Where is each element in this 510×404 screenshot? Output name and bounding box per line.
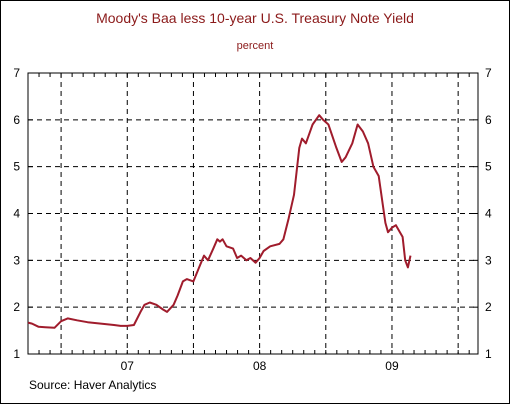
y-tick-label-left: 4 [13, 207, 20, 221]
x-tick-label: 08 [253, 359, 267, 373]
source-note: Source: Haver Analytics [29, 378, 157, 392]
y-tick-label-left: 6 [13, 113, 20, 127]
y-tick-label-right: 6 [485, 113, 492, 127]
y-tick-label-left: 5 [13, 160, 20, 174]
y-tick-label-right: 7 [485, 66, 492, 80]
y-tick-label-right: 2 [485, 300, 492, 314]
y-tick-label-left: 1 [13, 347, 20, 361]
y-tick-label-left: 3 [13, 253, 20, 267]
axis-ticks [27, 72, 478, 355]
series-line [27, 114, 412, 329]
chart-title: Moody's Baa less 10-year U.S. Treasury N… [96, 10, 414, 26]
chart-subtitle: percent [236, 40, 274, 52]
grid-lines [28, 73, 478, 354]
y-tick-label-left: 2 [13, 300, 20, 314]
y-tick-label-right: 1 [485, 347, 492, 361]
y-tick-label-right: 3 [485, 253, 492, 267]
series-group [27, 114, 412, 329]
x-tick-label: 07 [121, 359, 135, 373]
y-tick-label-right: 4 [485, 207, 492, 221]
x-tick-label: 09 [385, 359, 399, 373]
y-tick-label-left: 7 [13, 66, 20, 80]
y-tick-label-right: 5 [485, 160, 492, 174]
axis-labels: 1 1 2 2 3 3 4 4 5 5 6 6 7 7 07 08 09 [13, 66, 492, 373]
